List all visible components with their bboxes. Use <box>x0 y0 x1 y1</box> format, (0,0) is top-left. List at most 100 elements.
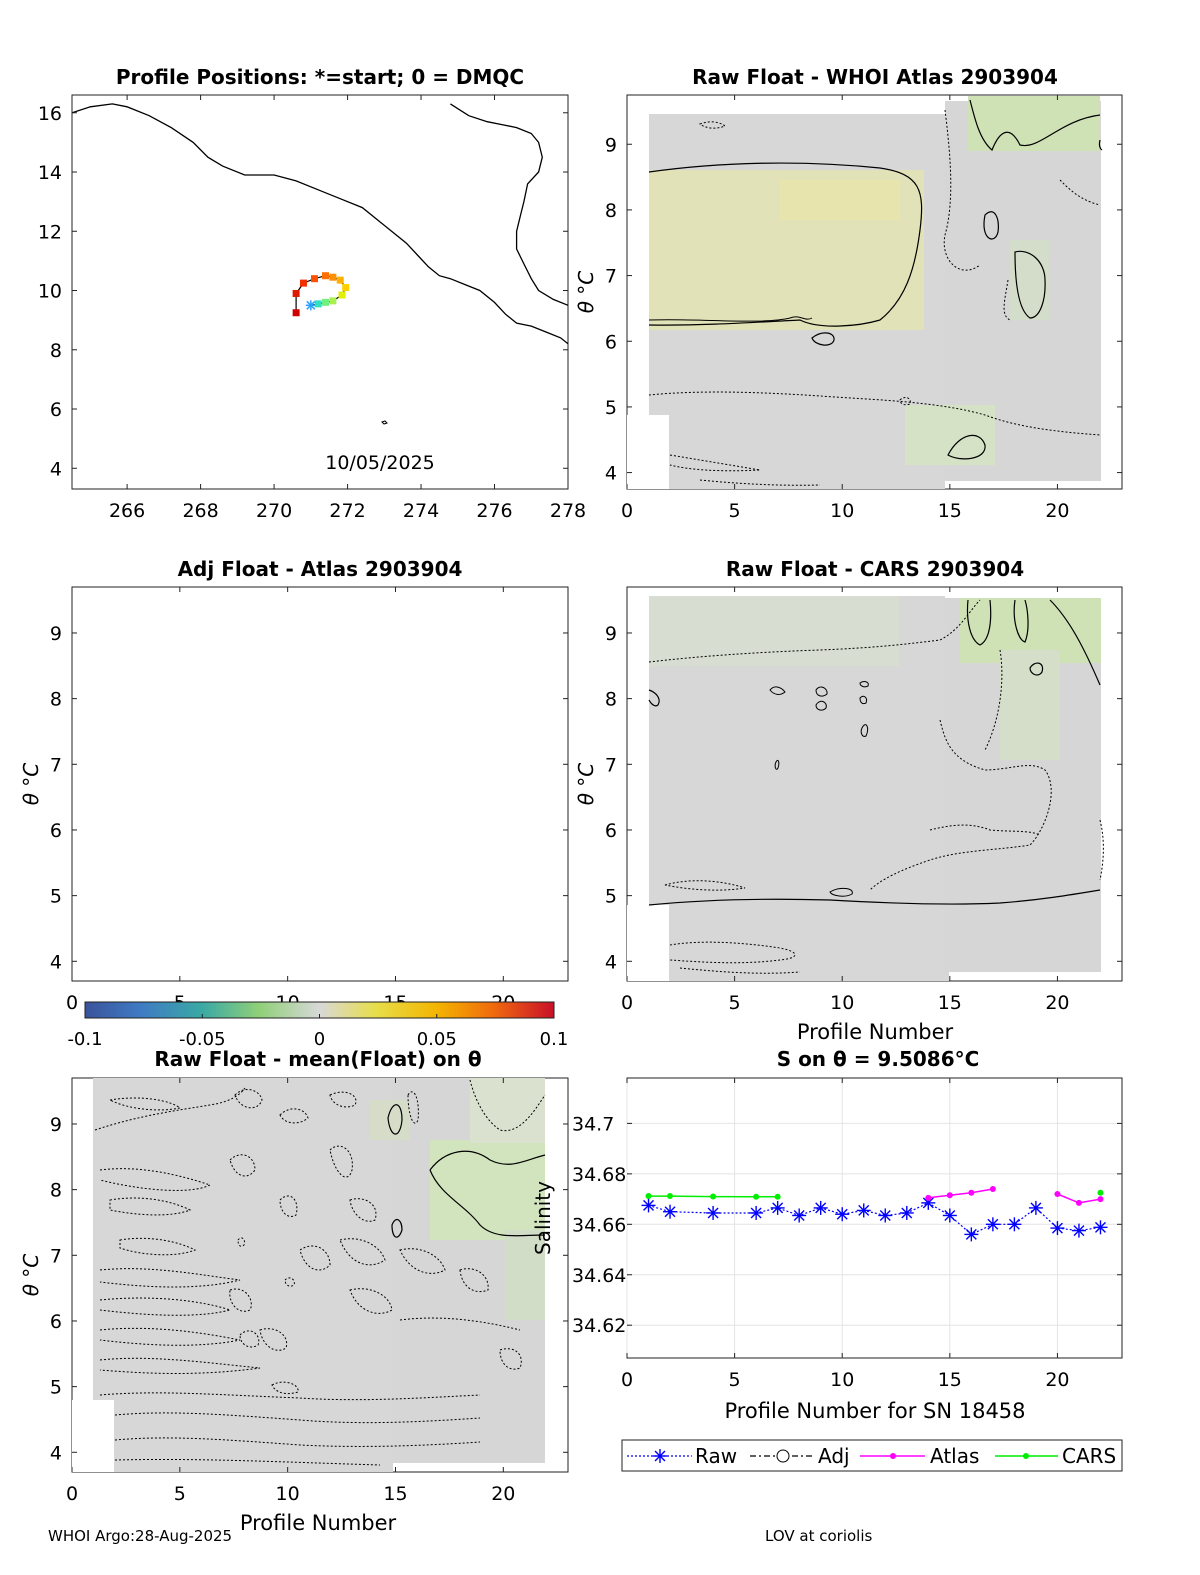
raw-series-point <box>1050 1221 1065 1236</box>
raw-cars-field <box>627 596 1104 981</box>
map-panel: Profile Positions: *=start; 0 = DMQC 10/… <box>38 65 586 522</box>
salinity-legend: Raw Adj Atlas CARS <box>621 1439 1123 1472</box>
raw-series-point <box>835 1207 850 1222</box>
salinity-y-axis: 34.62 34.64 34.66 34.68 34.7 <box>572 1113 1122 1337</box>
raw-series-point <box>792 1208 807 1223</box>
colorbar: -0.1 -0.05 0 0.05 0.1 <box>67 1001 568 1050</box>
x-tick-label: 272 <box>329 500 365 522</box>
cars-series-point <box>753 1193 760 1200</box>
y-tick-label: 9 <box>605 623 617 645</box>
track-position-marker <box>322 272 330 280</box>
raw-atlas-y-axis: 4 5 6 7 8 9 <box>605 134 1122 485</box>
track-start-marker <box>305 300 316 311</box>
raw-series-point <box>964 1227 979 1242</box>
y-tick-label: 8 <box>605 200 617 222</box>
legend-adj-marker <box>776 1449 790 1463</box>
raw-atlas-field <box>627 96 1103 489</box>
raw-mean-title: Raw Float - mean(Float) on θ <box>154 1047 481 1071</box>
y-tick-label: 4 <box>605 463 617 485</box>
float-track-markers <box>292 272 350 317</box>
x-tick-label: 15 <box>938 992 962 1014</box>
x-tick-label: 15 <box>938 1369 962 1391</box>
y-tick-label: 4 <box>50 951 62 973</box>
raw-series-point <box>1007 1217 1022 1232</box>
raw-series-point <box>706 1205 721 1220</box>
colorbar-tick-label: 0 <box>314 1029 325 1050</box>
track-position-marker <box>310 275 318 283</box>
raw-series-point <box>749 1205 764 1220</box>
y-tick-label: 14 <box>38 162 62 184</box>
y-tick-label: 34.62 <box>572 1315 626 1337</box>
colorbar-tick-label: -0.1 <box>67 1029 102 1050</box>
adj-atlas-title: Adj Float - Atlas 2903904 <box>178 557 463 581</box>
cars-series-point <box>645 1193 652 1200</box>
raw-mean-xlabel: Profile Number <box>240 1511 397 1535</box>
raw-mean-field <box>72 1078 546 1472</box>
y-tick-label: 34.66 <box>572 1214 626 1236</box>
y-tick-label: 8 <box>50 1180 62 1202</box>
atlas-series-line <box>928 1188 994 1199</box>
x-tick-label: 5 <box>729 1369 741 1391</box>
raw-series-point <box>942 1208 957 1223</box>
raw-cars-title: Raw Float - CARS 2903904 <box>726 557 1024 581</box>
map-date-annotation: 10/05/2025 <box>325 452 435 474</box>
track-position-marker <box>338 291 346 299</box>
raw-series-point <box>1028 1200 1043 1215</box>
atlas-series-point <box>968 1189 975 1196</box>
y-tick-label: 6 <box>50 820 62 842</box>
y-tick-label: 10 <box>38 281 62 303</box>
raw-series-point <box>770 1200 785 1215</box>
x-tick-label: 20 <box>491 1483 515 1505</box>
colorbar-tick-label: 0.05 <box>417 1029 457 1050</box>
y-tick-label: 8 <box>50 689 62 711</box>
track-position-marker <box>329 297 337 305</box>
x-tick-label: 15 <box>383 1483 407 1505</box>
salinity-series <box>641 1185 1108 1242</box>
y-tick-label: 7 <box>50 1245 62 1267</box>
x-tick-label: 266 <box>109 500 145 522</box>
map-y-axis: 4 6 8 10 12 14 16 <box>38 103 568 480</box>
x-tick-label: 15 <box>938 500 962 522</box>
cars-series-point <box>667 1193 674 1200</box>
raw-mean-x-axis: 0 5 10 15 20 <box>66 1078 515 1505</box>
x-tick-label: 0 <box>621 500 633 522</box>
map-title: Profile Positions: *=start; 0 = DMQC <box>116 65 524 89</box>
legend-entry-adj: Adj <box>750 1444 850 1468</box>
raw-series-point <box>878 1208 893 1223</box>
x-tick-label: 10 <box>830 1369 854 1391</box>
raw-series-point <box>641 1198 656 1213</box>
map-x-axis: 266 268 270 272 274 276 278 <box>109 95 586 522</box>
x-tick-label: 20 <box>1045 1369 1069 1391</box>
y-tick-label: 34.68 <box>572 1164 626 1186</box>
raw-mean-panel: Raw Float - mean(Float) on θ <box>19 1047 569 1535</box>
track-position-marker <box>342 284 350 292</box>
raw-atlas-x-axis: 0 5 10 15 20 <box>621 95 1070 522</box>
adj-atlas-axes-box <box>71 586 569 982</box>
raw-cars-y-axis: 4 5 6 7 8 9 <box>605 623 1122 973</box>
y-tick-label: 6 <box>605 331 617 353</box>
atlas-series-point <box>1097 1196 1104 1203</box>
y-tick-label: 4 <box>50 1442 62 1464</box>
x-tick-label: 274 <box>403 500 439 522</box>
colorbar-tick-label: -0.05 <box>179 1029 226 1050</box>
y-tick-label: 4 <box>50 458 62 480</box>
atlas-series-point <box>946 1192 953 1199</box>
island-marker <box>381 420 388 425</box>
legend-cars-label: CARS <box>1062 1444 1116 1468</box>
y-tick-label: 5 <box>605 397 617 419</box>
coastline-main <box>72 103 568 345</box>
salinity-title: S on θ = 9.5086°C <box>777 1047 980 1071</box>
raw-mean-y-axis: 4 5 6 7 8 9 <box>50 1114 568 1464</box>
legend-adj-label: Adj <box>818 1444 850 1468</box>
track-position-marker <box>299 279 307 287</box>
legend-raw-marker <box>653 1449 667 1463</box>
legend-entry-raw: Raw <box>627 1444 737 1468</box>
y-tick-label: 7 <box>50 754 62 776</box>
adj-atlas-ylabel: θ °C <box>19 763 43 806</box>
x-tick-label: 278 <box>550 500 586 522</box>
y-tick-label: 9 <box>50 623 62 645</box>
raw-atlas-panel: Raw Float - WHOI Atlas 2903904 <box>574 65 1123 522</box>
legend-entry-cars: CARS <box>995 1444 1116 1468</box>
y-tick-label: 5 <box>605 886 617 908</box>
